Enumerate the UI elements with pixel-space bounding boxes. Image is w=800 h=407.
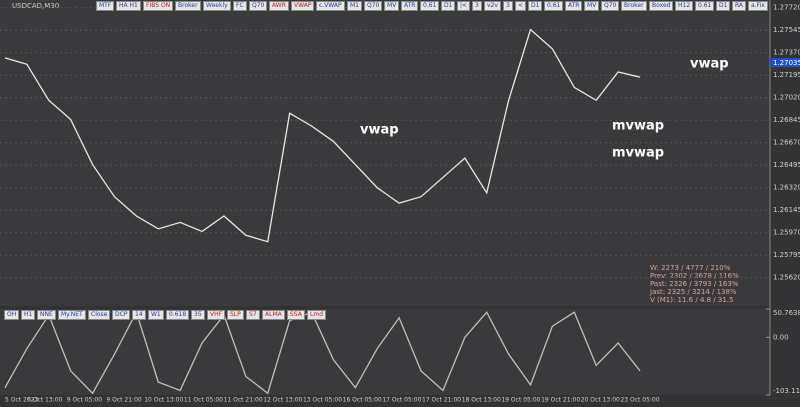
y-tick-label: 1.27720 bbox=[773, 4, 800, 12]
toolbar-button[interactable]: Lmd bbox=[307, 310, 326, 320]
toolbar-button[interactable]: MV bbox=[584, 1, 600, 11]
toolbar-button[interactable]: VHF bbox=[207, 310, 226, 320]
toolbar-button[interactable]: 3 bbox=[472, 1, 482, 11]
toolbar-button[interactable]: Broker bbox=[175, 1, 201, 11]
toolbar-button[interactable]: 3 bbox=[503, 1, 513, 11]
y-tick-label: 1.25970 bbox=[773, 229, 800, 237]
toolbar-button[interactable]: M1 bbox=[347, 1, 362, 11]
y-tick-label: 1.25795 bbox=[773, 251, 800, 259]
x-tick-label: 9 Oct 21:00 bbox=[106, 397, 141, 404]
stat-line: Prev: 2302 / 2678 / 116% bbox=[650, 272, 739, 280]
x-tick-label: 6 Oct 13:00 bbox=[27, 397, 62, 404]
y-tick-label: 1.27020 bbox=[773, 94, 800, 102]
toolbar-button[interactable]: MV bbox=[384, 1, 400, 11]
oscillator-pane bbox=[0, 309, 770, 395]
x-tick-label: 23 Oct 05:00 bbox=[620, 397, 659, 404]
toolbar-button[interactable]: Q70 bbox=[249, 1, 268, 11]
x-tick-label: 19 Oct 05:00 bbox=[501, 397, 540, 404]
y-tick-label: 1.27195 bbox=[773, 71, 800, 79]
toolbar-button[interactable]: MTF bbox=[96, 1, 115, 11]
price-line bbox=[4, 310, 641, 395]
toolbar-button[interactable]: Q70 bbox=[364, 1, 383, 11]
stat-line: Past: 2326 / 3793 / 163% bbox=[650, 280, 739, 288]
x-tick-label: 13 Oct 05:00 bbox=[303, 397, 342, 404]
y-tick-label: 50.76384 bbox=[773, 309, 800, 317]
toolbar-button[interactable]: W1 bbox=[148, 310, 164, 320]
x-tick-label: 11 Oct 21:00 bbox=[224, 397, 263, 404]
x-tick-label: 17 Oct 05:00 bbox=[382, 397, 421, 404]
toolbar-button[interactable]: Q70 bbox=[601, 1, 620, 11]
toolbar-button[interactable]: v2v bbox=[484, 1, 501, 11]
y-tick-label: 1.25620 bbox=[773, 274, 800, 282]
annotation: mvwap bbox=[612, 119, 664, 134]
stat-line: Jast: 2325 / 3214 / 138% bbox=[649, 288, 737, 296]
y-tick-label: -103.11992 bbox=[773, 387, 800, 395]
toolbar-button[interactable]: 35 bbox=[191, 310, 205, 320]
x-tick-label: 9 Oct 05:00 bbox=[67, 397, 102, 404]
toolbar-button[interactable]: ALMA bbox=[262, 310, 285, 320]
toolbar-button[interactable]: My.NET bbox=[58, 310, 86, 320]
toolbar-button[interactable]: Broker bbox=[621, 1, 647, 11]
current-price: 1.27035 bbox=[773, 59, 800, 67]
toolbar-button[interactable]: ATR bbox=[401, 1, 419, 11]
toolbar-button[interactable]: |< bbox=[457, 1, 471, 11]
chart-title: USDCAD,M30 bbox=[12, 2, 59, 10]
y-tick-label: 0.00 bbox=[773, 333, 789, 341]
y-tick-label: 1.27370 bbox=[773, 49, 800, 57]
toolbar-button[interactable]: 0.61 bbox=[544, 1, 564, 11]
toolbar-button[interactable]: a.Fix bbox=[748, 1, 768, 11]
toolbar-button[interactable]: c.VWAP bbox=[316, 1, 345, 11]
toolbar-button[interactable]: H1 bbox=[21, 310, 36, 320]
toolbar-button[interactable]: 0.61 bbox=[695, 1, 715, 11]
toolbar-button[interactable]: 14 bbox=[132, 310, 146, 320]
toolbar-button[interactable]: SSA bbox=[287, 310, 305, 320]
toolbar-button[interactable]: H12 bbox=[675, 1, 694, 11]
stat-line: V (M1): 11.6 / 4.8 / 31.5 bbox=[650, 296, 733, 304]
stat-line: W: 2273 / 4777 / 210% bbox=[650, 264, 731, 272]
toolbar-button[interactable]: Close bbox=[88, 310, 111, 320]
price-line bbox=[4, 28, 641, 243]
x-tick-label: 19 Oct 21:00 bbox=[541, 397, 580, 404]
toolbar-button[interactable]: 0.61 bbox=[420, 1, 440, 11]
x-tick-label: 18 Oct 13:00 bbox=[462, 397, 501, 404]
y-tick-label: 1.26495 bbox=[773, 161, 800, 169]
toolbar-button[interactable]: NNE bbox=[37, 310, 56, 320]
toolbar-button[interactable]: Weekly bbox=[203, 1, 231, 11]
x-tick-label: 12 Oct 13:00 bbox=[263, 397, 302, 404]
toolbar-button[interactable]: D1 bbox=[528, 1, 543, 11]
price-box bbox=[770, 58, 800, 67]
annotation: mvwap bbox=[612, 146, 664, 161]
toolbar-button[interactable]: FC bbox=[233, 1, 247, 11]
y-tick-label: 1.27545 bbox=[773, 26, 800, 34]
toolbar-button[interactable]: VWAP bbox=[291, 1, 315, 11]
y-tick-label: 1.26320 bbox=[773, 184, 800, 192]
toolbar-button[interactable]: D1 bbox=[716, 1, 731, 11]
y-tick-label: 1.26670 bbox=[773, 139, 800, 147]
toolbar-button[interactable]: AWR bbox=[269, 1, 289, 11]
y-tick-label: 1.26145 bbox=[773, 206, 800, 214]
toolbar-button[interactable]: S7 bbox=[246, 310, 260, 320]
toolbar-button[interactable]: RA bbox=[732, 1, 747, 11]
x-tick-label: 10 Oct 13:00 bbox=[144, 397, 183, 404]
toolbar-button[interactable]: OH bbox=[4, 310, 20, 320]
x-tick-label: 20 Oct 13:00 bbox=[581, 397, 620, 404]
toolbar-button[interactable]: D1 bbox=[441, 1, 456, 11]
x-tick-label: 17 Oct 21:00 bbox=[422, 397, 461, 404]
toolbar-button[interactable]: FIBS ON bbox=[143, 1, 174, 11]
toolbar-button[interactable]: Boxed bbox=[649, 1, 674, 11]
toolbar-button[interactable]: HA H1 bbox=[116, 1, 141, 11]
annotation: vwap bbox=[360, 123, 399, 138]
x-tick-label: 16 Oct 05:00 bbox=[343, 397, 382, 404]
annotation: vwap bbox=[690, 57, 729, 72]
y-tick-label: 1.26845 bbox=[773, 116, 800, 124]
toolbar-button[interactable]: SLP bbox=[227, 310, 244, 320]
x-tick-label: 5 Oct 2023 bbox=[5, 397, 38, 404]
toolbar-button[interactable]: < bbox=[515, 1, 527, 11]
toolbar-button[interactable]: ATR bbox=[565, 1, 583, 11]
toolbar-button[interactable]: 0.618 bbox=[166, 310, 190, 320]
toolbar-button[interactable]: DCP bbox=[112, 310, 131, 320]
x-tick-label: 11 Oct 05:00 bbox=[184, 397, 223, 404]
